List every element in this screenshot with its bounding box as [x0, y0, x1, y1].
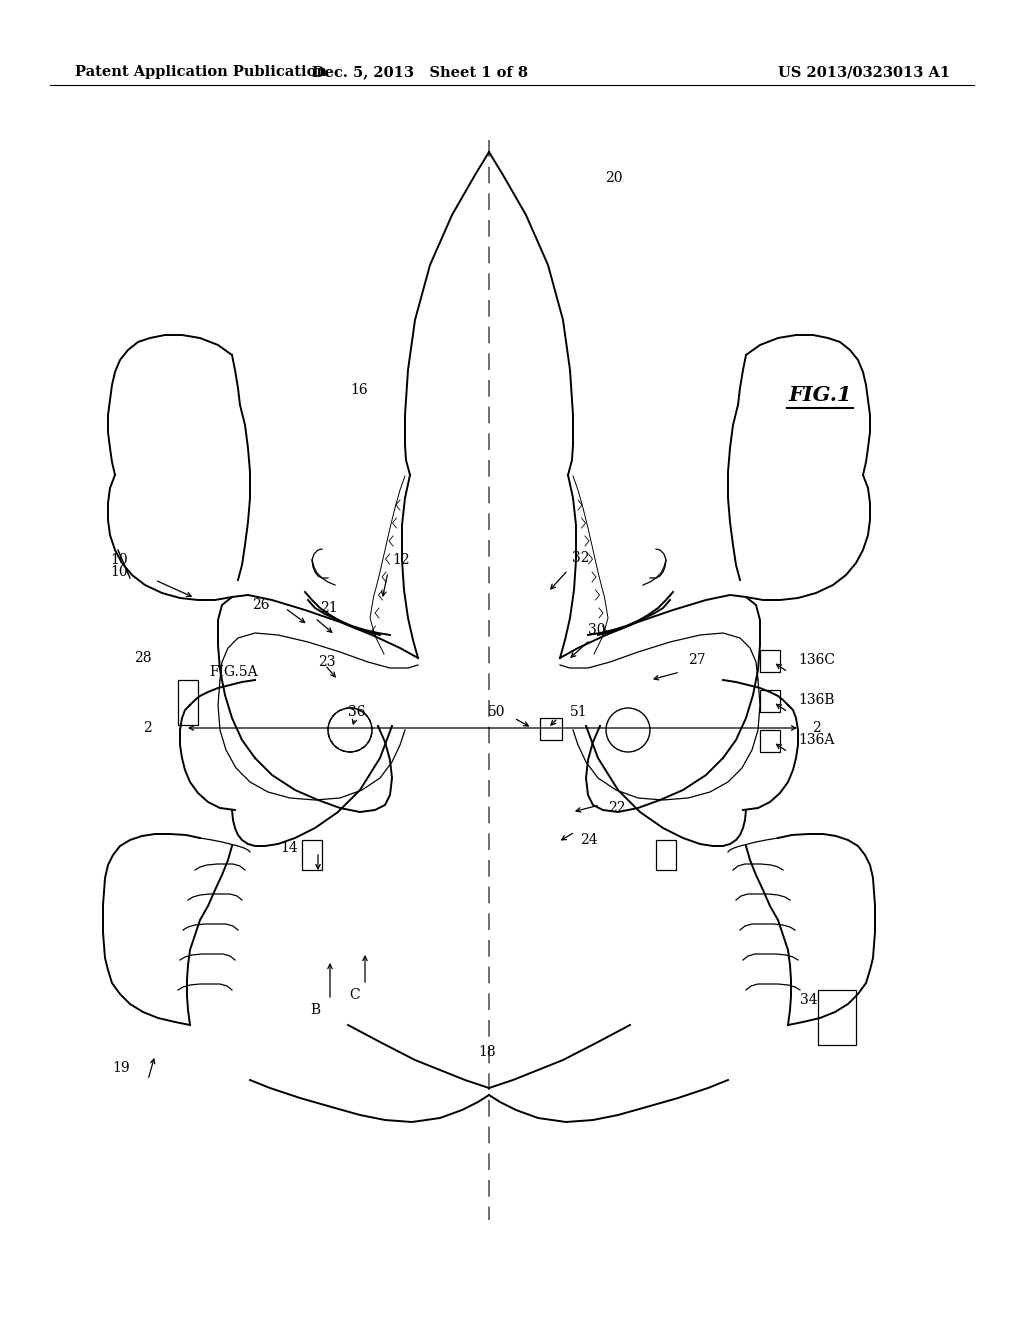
Text: US 2013/0323013 A1: US 2013/0323013 A1 [778, 65, 950, 79]
Text: 51: 51 [570, 705, 588, 719]
Text: 21: 21 [319, 601, 338, 615]
Text: 14: 14 [281, 841, 298, 855]
Text: 23: 23 [318, 655, 336, 669]
Text: 10: 10 [111, 553, 128, 568]
Text: FIG.1: FIG.1 [788, 385, 852, 405]
Text: 28: 28 [134, 651, 152, 665]
Bar [818, 990, 856, 1045]
Text: Patent Application Publication: Patent Application Publication [75, 65, 327, 79]
Text: 32: 32 [572, 550, 590, 565]
Text: 30: 30 [588, 623, 605, 638]
Text: 34: 34 [800, 993, 817, 1007]
Text: 136A: 136A [798, 733, 835, 747]
Text: 10: 10 [111, 565, 128, 579]
Text: 136B: 136B [798, 693, 835, 708]
Text: Dec. 5, 2013   Sheet 1 of 8: Dec. 5, 2013 Sheet 1 of 8 [312, 65, 528, 79]
Text: 22: 22 [608, 801, 626, 814]
Bar [760, 649, 780, 672]
Bar [760, 730, 780, 752]
Text: 2: 2 [812, 721, 821, 735]
Bar [540, 718, 562, 741]
Bar [302, 840, 322, 870]
Text: 12: 12 [392, 553, 410, 568]
Text: C: C [349, 987, 360, 1002]
Text: 136C: 136C [798, 653, 835, 667]
Text: 50: 50 [487, 705, 505, 719]
Text: 27: 27 [688, 653, 706, 667]
Text: 18: 18 [478, 1045, 496, 1059]
Text: 24: 24 [580, 833, 598, 847]
Text: 2: 2 [143, 721, 152, 735]
Text: 16: 16 [350, 383, 368, 397]
Text: 26: 26 [253, 598, 270, 612]
Text: 19: 19 [113, 1061, 130, 1074]
Text: 36: 36 [348, 705, 366, 719]
Bar [178, 680, 198, 725]
Text: B: B [310, 1003, 321, 1016]
Bar [656, 840, 676, 870]
Bar [760, 690, 780, 711]
Text: 20: 20 [605, 172, 623, 185]
Text: FIG.5A: FIG.5A [209, 665, 258, 678]
